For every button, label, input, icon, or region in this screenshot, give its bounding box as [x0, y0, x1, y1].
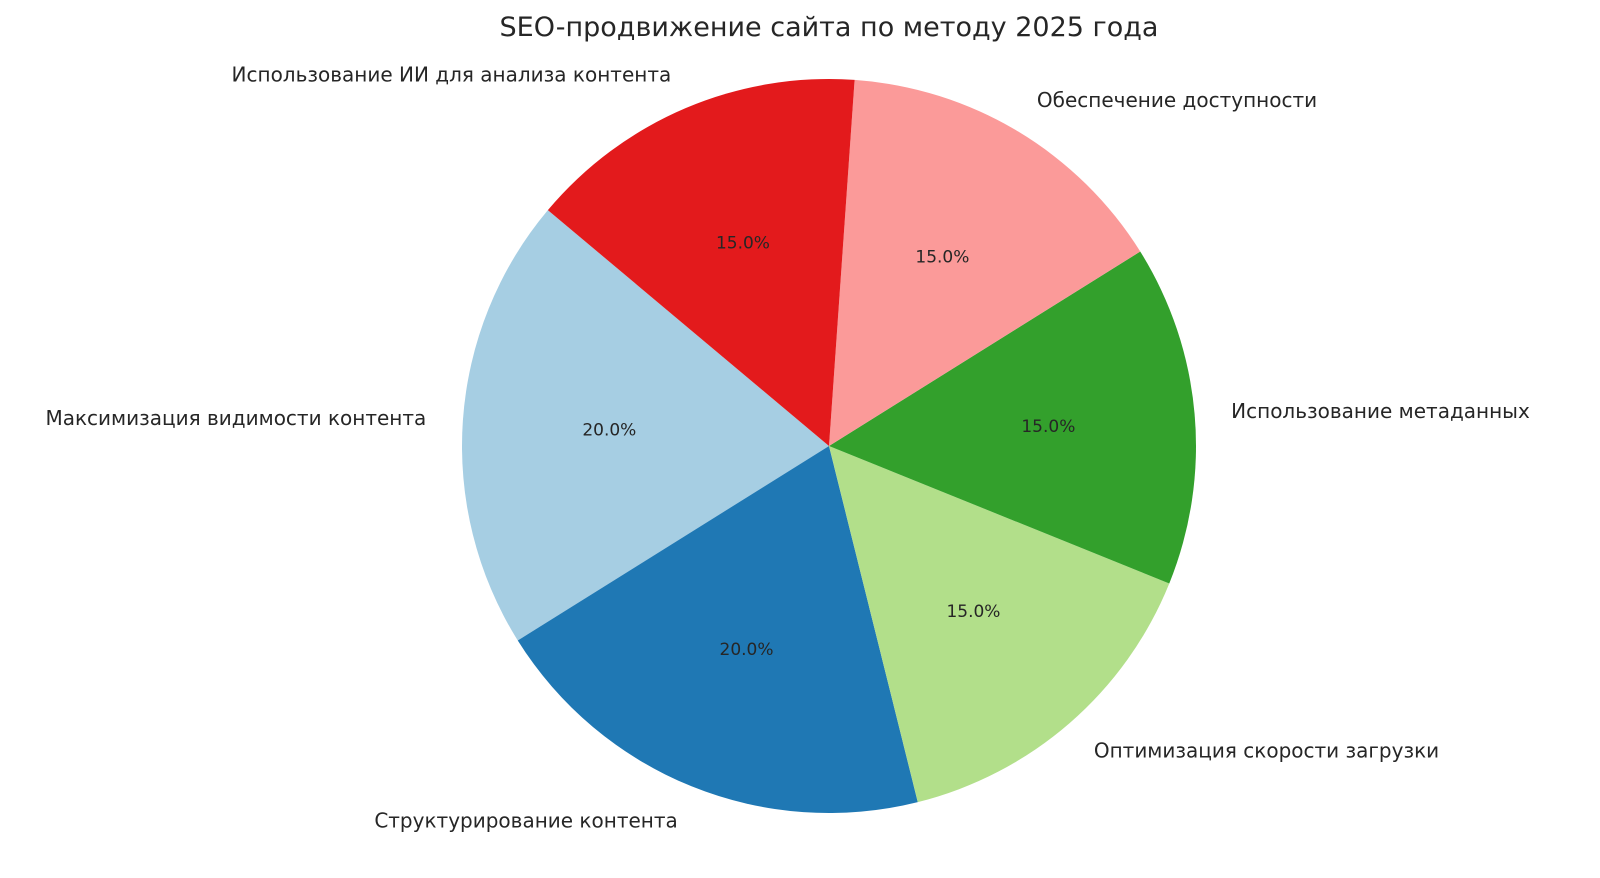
- pie-slice: [462, 210, 829, 641]
- pie-slices: [462, 79, 1196, 813]
- pie-slice: [829, 446, 1170, 803]
- pie-slice: [517, 446, 918, 813]
- pie-slice: [829, 251, 1196, 584]
- slice-label: Использование ИИ для анализа контента: [232, 62, 672, 86]
- pie-slice: [829, 79, 1141, 447]
- slice-percent-label: 15.0%: [716, 233, 770, 253]
- slice-label: Использование метаданных: [1231, 399, 1530, 423]
- slice-percent-label: 15.0%: [1021, 417, 1075, 437]
- slice-percent-label: 15.0%: [915, 247, 969, 267]
- slice-label: Обеспечение доступности: [1037, 88, 1317, 112]
- slice-percent-label: 20.0%: [720, 640, 774, 660]
- slice-percent-label: 20.0%: [582, 421, 636, 441]
- pie-slice: [547, 79, 855, 446]
- slice-label: Максимизация видимости контента: [45, 406, 426, 430]
- slice-label: Оптимизация скорости загрузки: [1094, 739, 1439, 763]
- slice-percent-label: 15.0%: [946, 602, 1000, 622]
- chart-title: SEO-продвижение сайта по методу 2025 год…: [500, 12, 1159, 43]
- slice-label: Структурирование контента: [374, 808, 677, 832]
- pie-labels: Максимизация видимости контента 20.0% Стру…: [45, 62, 1530, 832]
